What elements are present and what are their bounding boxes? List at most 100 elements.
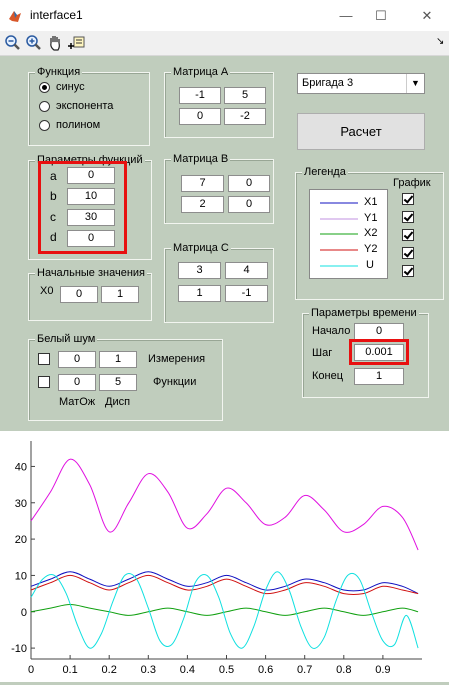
y-tick-label: 0 (21, 607, 27, 619)
noise-measure-label: Измерения (148, 353, 205, 365)
param-d-label: d (50, 230, 57, 244)
close-button[interactable]: ✕ (408, 0, 446, 31)
noise-function-mean[interactable]: 0 (58, 374, 96, 391)
series-line-3 (31, 605, 418, 616)
radio-sine[interactable] (39, 82, 50, 93)
series-line-0 (31, 459, 418, 550)
legend-label-y1: Y1 (364, 212, 377, 224)
param-d-input[interactable]: 0 (67, 230, 115, 247)
noise-measure-disp[interactable]: 1 (99, 351, 137, 368)
matrix-a-12[interactable]: 5 (224, 87, 266, 104)
radio-exponent-label: экспонента (56, 100, 113, 112)
start-label: Начало (312, 325, 350, 337)
x-tick-label: 0.4 (180, 664, 195, 676)
radio-exponent[interactable] (39, 101, 50, 112)
matlab-app-icon (8, 9, 22, 23)
start-input[interactable]: 0 (354, 323, 404, 340)
x-tick-label: 0 (28, 664, 34, 676)
white-noise-title: Белый шум (35, 333, 97, 346)
matrix-c-22[interactable]: -1 (225, 285, 268, 302)
matrix-c-title: Матрица С (171, 242, 231, 255)
plot-area[interactable]: 40 30 20 10 0 -10 0 0.1 0.2 0.3 0.4 0.5 0.6 0.7 0.8 0.9 (0, 431, 449, 682)
graph-checkbox-u[interactable] (402, 265, 414, 277)
radio-polynomial[interactable] (39, 120, 50, 131)
brigade-select[interactable]: Бригада 3 ▼ (297, 73, 425, 94)
chevron-down-icon[interactable]: ▼ (406, 74, 424, 93)
radio-polynomial-label: полином (56, 119, 100, 131)
x-tick-label: 0.9 (375, 664, 390, 676)
function-group-title: Функция (35, 66, 82, 79)
data-cursor-icon[interactable] (67, 34, 85, 52)
time-params-title: Параметры времени (309, 307, 419, 320)
matrix-b-21[interactable]: 2 (181, 196, 224, 213)
y-tick-label: 40 (15, 461, 27, 473)
series-line-2 (31, 575, 418, 594)
legend-label-u: U (366, 259, 374, 271)
zoom-out-icon[interactable] (4, 34, 22, 52)
matrix-b-11[interactable]: 7 (181, 175, 224, 192)
legend-title: Легенда (302, 166, 348, 179)
param-b-input[interactable]: 10 (67, 188, 115, 205)
matrix-c-21[interactable]: 1 (178, 285, 221, 302)
brigade-select-value: Бригада 3 (302, 77, 353, 89)
x-tick-label: 0.8 (336, 664, 351, 676)
graph-checkbox-x1[interactable] (402, 193, 414, 205)
x-tick-label: 0.2 (102, 664, 117, 676)
matrix-c-12[interactable]: 4 (225, 262, 268, 279)
graph-checkbox-x2[interactable] (402, 229, 414, 241)
noise-function-disp[interactable]: 5 (99, 374, 137, 391)
end-label: Конец (312, 370, 343, 382)
noise-function-checkbox[interactable] (38, 376, 50, 388)
series-line-4 (31, 572, 418, 649)
param-c-label: c (50, 210, 56, 224)
graph-column-label: График (393, 177, 431, 189)
y-tick-label: 30 (15, 498, 27, 510)
x-tick-label: 0.6 (258, 664, 273, 676)
end-input[interactable]: 1 (354, 368, 404, 385)
param-c-input[interactable]: 30 (67, 209, 115, 226)
matrix-b-12[interactable]: 0 (228, 175, 270, 192)
x0-input-1[interactable]: 0 (60, 286, 98, 303)
legend-label-y2: Y2 (364, 243, 377, 255)
matrix-b-22[interactable]: 0 (228, 196, 270, 213)
calculate-button[interactable]: Расчет (297, 113, 425, 150)
x-tick-label: 0.5 (219, 664, 234, 676)
graph-checkbox-y1[interactable] (402, 211, 414, 223)
param-a-label: a (50, 169, 57, 183)
x0-label: X0 (40, 285, 53, 297)
title-bar: interface1 — ☐ ✕ (0, 0, 449, 31)
legend-label-x2: X2 (364, 227, 377, 239)
radio-sine-label: синус (56, 81, 85, 93)
zoom-in-icon[interactable] (25, 34, 43, 52)
matrix-c-11[interactable]: 3 (178, 262, 221, 279)
resize-arrow-icon: ↘ (436, 36, 444, 47)
legend-label-x1: X1 (364, 196, 377, 208)
x-tick-label: 0.7 (297, 664, 312, 676)
minimize-button[interactable]: — (327, 0, 365, 31)
y-tick-label: 20 (15, 534, 27, 546)
matrix-a-22[interactable]: -2 (224, 108, 266, 125)
matrix-a-21[interactable]: 0 (179, 108, 221, 125)
noise-measure-checkbox[interactable] (38, 353, 50, 365)
x0-input-2[interactable]: 1 (101, 286, 139, 303)
dispersion-column-label: Дисп (105, 396, 130, 408)
matrix-b-title: Матрица В (171, 153, 230, 166)
matrix-a-11[interactable]: -1 (179, 87, 221, 104)
graph-checkbox-y2[interactable] (402, 247, 414, 259)
pan-hand-icon[interactable] (46, 34, 64, 52)
maximize-button[interactable]: ☐ (362, 0, 400, 31)
y-tick-label: -10 (11, 643, 27, 655)
noise-measure-mean[interactable]: 0 (58, 351, 96, 368)
x-tick-label: 0.3 (141, 664, 156, 676)
param-b-label: b (50, 189, 57, 203)
legend-box: X1 Y1 X2 Y2 U (309, 189, 388, 279)
step-input[interactable]: 0.001 (354, 344, 404, 361)
step-label: Шаг (312, 347, 332, 359)
matrix-a-group: Матрица А (164, 72, 274, 138)
param-a-input[interactable]: 0 (67, 167, 115, 184)
x-tick-label: 0.1 (62, 664, 77, 676)
y-tick-label: 10 (15, 570, 27, 582)
initial-values-title: Начальные значения (35, 267, 147, 280)
noise-function-label: Функции (153, 376, 196, 388)
